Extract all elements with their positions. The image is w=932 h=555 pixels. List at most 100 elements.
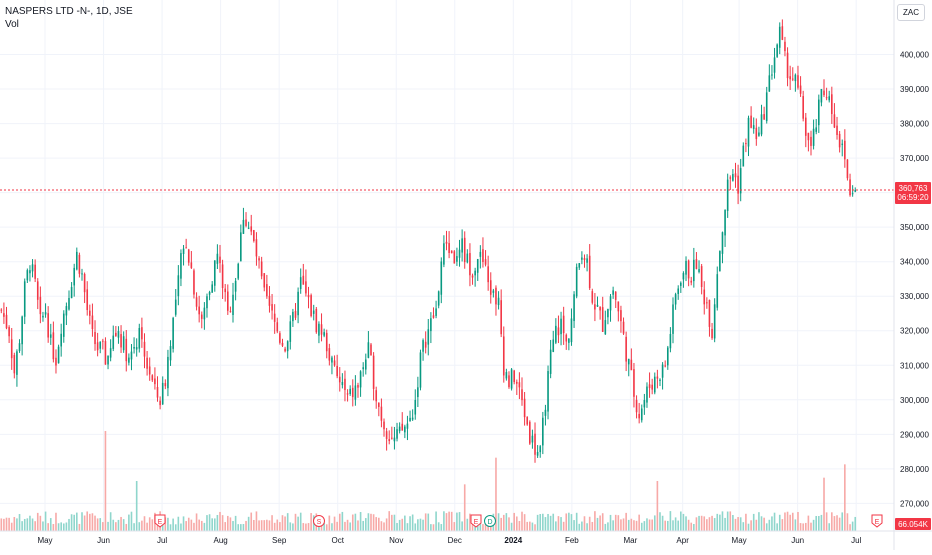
volume-bar: [62, 523, 65, 531]
candle-body: [765, 92, 768, 122]
candle-body: [86, 289, 89, 311]
candle-body: [680, 282, 682, 286]
volume-legend[interactable]: Vol: [5, 19, 19, 30]
candle-body: [414, 399, 417, 415]
volume-bar: [599, 515, 601, 531]
volume-bar: [255, 511, 258, 531]
volume-bar: [638, 514, 640, 531]
volume-bar: [534, 524, 536, 531]
candle-body: [669, 333, 672, 349]
volume-bar: [836, 515, 838, 531]
event-letter: S: [317, 519, 322, 526]
candle-body: [612, 290, 614, 295]
volume-bar: [685, 516, 687, 531]
x-tick-label: Aug: [214, 536, 228, 545]
volume-bar: [510, 522, 513, 531]
candle-body: [221, 264, 224, 289]
volume-bar: [247, 516, 250, 531]
candle-body: [404, 426, 406, 433]
candle-body: [453, 251, 456, 264]
time-axis[interactable]: May Jun Jul Aug Sep Oct Nov Dec 2024 Feb Mar Apr May…: [37, 536, 861, 545]
price-axis[interactable]: 270,000 280,000 290,000 300,000 310,000 320,0…: [900, 51, 929, 509]
volume-bar: [466, 518, 469, 531]
volume-bar: [258, 520, 260, 531]
event-marker-dividend[interactable]: D: [484, 515, 496, 527]
event-marker-earnings[interactable]: E: [154, 514, 166, 528]
volume-value: 66.054K: [898, 520, 928, 529]
volume-bar: [505, 513, 508, 531]
volume-bar: [148, 517, 151, 531]
candle-body: [263, 273, 266, 288]
candle-body: [432, 315, 435, 318]
candle-body: [224, 288, 227, 293]
volume-bar: [625, 512, 627, 531]
volume-bar: [763, 517, 765, 531]
volume-bar: [828, 523, 831, 531]
candle-body: [302, 275, 305, 285]
candle-body: [510, 369, 513, 389]
event-marker-earnings[interactable]: E: [871, 514, 883, 528]
volume-bar: [156, 521, 159, 531]
x-tick-label: Jun: [97, 536, 110, 545]
event-marker-earnings[interactable]: E: [470, 514, 482, 528]
volume-bar: [838, 517, 841, 531]
candle-body: [396, 429, 398, 439]
candle-body: [791, 78, 794, 80]
candle-body: [484, 259, 487, 265]
x-tick-label: Nov: [389, 536, 403, 545]
candle-body: [115, 332, 117, 336]
candle-body: [844, 140, 846, 160]
currency-button[interactable]: ZAC: [897, 4, 925, 21]
volume-bar: [34, 521, 36, 531]
candle-body: [666, 347, 669, 366]
volume-bar: [812, 519, 815, 531]
candle-body: [10, 339, 13, 359]
volume-bar: [253, 519, 255, 531]
volume-bar: [758, 512, 760, 531]
candle-body: [383, 421, 385, 430]
candle-body: [719, 251, 721, 272]
candle-body: [349, 388, 351, 395]
candle-body: [39, 296, 42, 315]
event-marker-split[interactable]: S: [313, 515, 325, 527]
volume-bar: [39, 515, 42, 531]
volume-bar: [128, 514, 130, 531]
candle-body: [789, 76, 791, 80]
volume-bar: [44, 511, 47, 531]
volume-bar: [102, 522, 104, 531]
candle-body: [578, 263, 581, 268]
candle-body: [169, 346, 172, 361]
candle-body: [711, 328, 713, 339]
candle-body: [518, 382, 521, 388]
candle-body: [305, 281, 307, 294]
volume-bar: [52, 524, 55, 531]
volume-bar: [555, 521, 557, 531]
volume-bar: [122, 519, 125, 531]
volume-bar: [94, 515, 96, 531]
volume-bar: [211, 518, 213, 531]
volume-bar: [112, 519, 115, 531]
volume-bar: [286, 513, 289, 531]
volume-bar: [635, 520, 638, 531]
volume-bar: [91, 513, 94, 531]
candle-body: [94, 331, 96, 345]
volume-bar: [846, 513, 849, 531]
candle-body: [146, 357, 148, 369]
volume-bar: [719, 514, 721, 531]
volume-bar: [531, 522, 534, 531]
candle-body: [370, 344, 372, 356]
candle-body: [193, 270, 195, 295]
candle-body: [299, 277, 302, 289]
volume-bar: [500, 517, 502, 531]
candle-body: [604, 320, 607, 335]
volume-bar: [385, 518, 388, 531]
volume-bar: [78, 523, 81, 531]
candle-body: [841, 143, 844, 145]
candle-body: [617, 301, 620, 312]
symbol-title[interactable]: NASPERS LTD -N-, 1D, JSE: [5, 6, 133, 17]
volume-bar: [375, 517, 378, 531]
volume-bar: [643, 521, 646, 531]
